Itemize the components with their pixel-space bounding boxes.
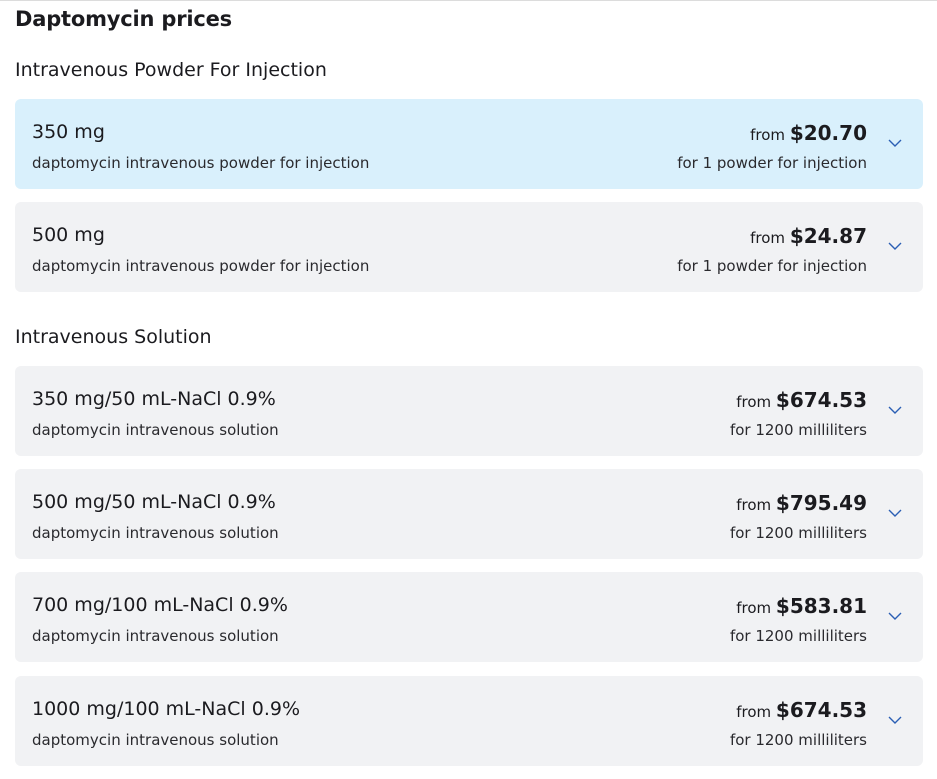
- price-value: $674.53: [775, 698, 867, 722]
- price-card[interactable]: 350 mg/50 mL-NaCl 0.9% daptomycin intrav…: [15, 366, 923, 456]
- price-value: $674.53: [775, 388, 867, 412]
- drug-description: daptomycin intravenous solution: [32, 524, 279, 542]
- price-text: from $795.49: [736, 491, 867, 515]
- dosage-name: 500 mg/50 mL-NaCl 0.9%: [32, 491, 276, 513]
- price-text: from $20.70: [750, 121, 867, 145]
- price-unit: for 1200 milliliters: [729, 524, 867, 542]
- dosage-name: 350 mg: [32, 121, 105, 143]
- price-card[interactable]: 1000 mg/100 mL-NaCl 0.9% daptomycin intr…: [15, 676, 923, 766]
- chevron-down-icon[interactable]: [887, 135, 903, 151]
- from-label: from: [736, 703, 772, 721]
- drug-description: daptomycin intravenous powder for inject…: [32, 257, 370, 275]
- price-card[interactable]: 700 mg/100 mL-NaCl 0.9% daptomycin intra…: [15, 572, 923, 662]
- chevron-down-icon[interactable]: [887, 402, 903, 418]
- chevron-down-icon[interactable]: [887, 238, 903, 254]
- price-unit: for 1200 milliliters: [729, 421, 867, 439]
- price-value: $24.87: [789, 224, 867, 248]
- from-label: from: [750, 229, 786, 247]
- page-title: Daptomycin prices: [15, 7, 232, 31]
- from-label: from: [750, 126, 786, 144]
- drug-description: daptomycin intravenous solution: [32, 731, 279, 749]
- price-value: $20.70: [789, 121, 867, 145]
- section-heading: Intravenous Powder For Injection: [15, 59, 327, 81]
- price-card[interactable]: 350 mg daptomycin intravenous powder for…: [15, 99, 923, 189]
- drug-description: daptomycin intravenous powder for inject…: [32, 154, 370, 172]
- dosage-name: 500 mg: [32, 224, 105, 246]
- price-text: from $674.53: [736, 698, 867, 722]
- dosage-name: 1000 mg/100 mL-NaCl 0.9%: [32, 698, 300, 720]
- from-label: from: [736, 599, 772, 617]
- price-unit: for 1 powder for injection: [677, 154, 867, 172]
- price-unit: for 1 powder for injection: [677, 257, 867, 275]
- price-value: $583.81: [775, 594, 867, 618]
- price-unit: for 1200 milliliters: [729, 731, 867, 749]
- chevron-down-icon[interactable]: [887, 712, 903, 728]
- price-value: $795.49: [775, 491, 867, 515]
- price-text: from $674.53: [736, 388, 867, 412]
- from-label: from: [736, 393, 772, 411]
- chevron-down-icon[interactable]: [887, 505, 903, 521]
- price-text: from $583.81: [736, 594, 867, 618]
- drug-description: daptomycin intravenous solution: [32, 421, 279, 439]
- price-card[interactable]: 500 mg/50 mL-NaCl 0.9% daptomycin intrav…: [15, 469, 923, 559]
- dosage-name: 350 mg/50 mL-NaCl 0.9%: [32, 388, 276, 410]
- price-text: from $24.87: [750, 224, 867, 248]
- price-card[interactable]: 500 mg daptomycin intravenous powder for…: [15, 202, 923, 292]
- section-heading: Intravenous Solution: [15, 326, 212, 348]
- drug-description: daptomycin intravenous solution: [32, 627, 279, 645]
- dosage-name: 700 mg/100 mL-NaCl 0.9%: [32, 594, 288, 616]
- chevron-down-icon[interactable]: [887, 608, 903, 624]
- price-unit: for 1200 milliliters: [729, 627, 867, 645]
- from-label: from: [736, 496, 772, 514]
